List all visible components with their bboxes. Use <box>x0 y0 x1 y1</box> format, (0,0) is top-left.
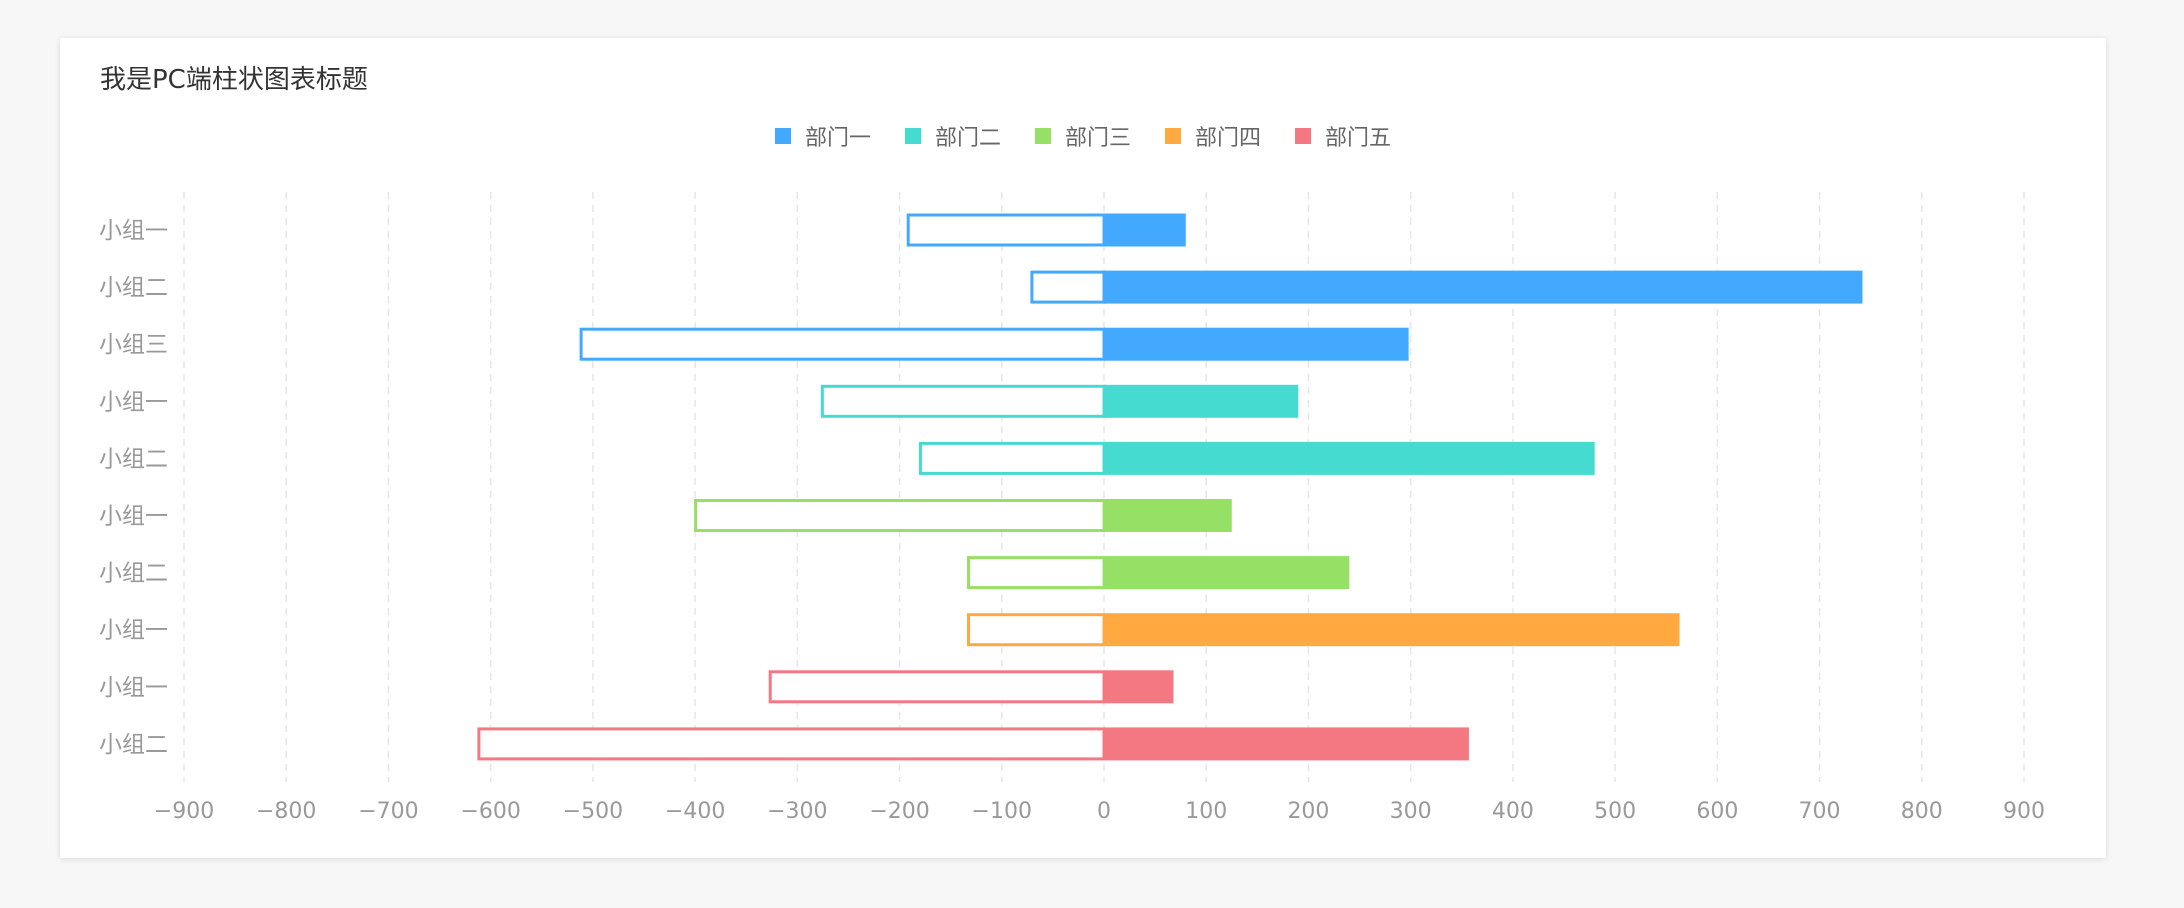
y-category-label: 小组三 <box>99 332 168 358</box>
legend-item-dept-2[interactable]: 部门二 <box>904 120 1001 152</box>
legend-swatch-dept-4 <box>1165 128 1181 144</box>
x-tick-label: −300 <box>767 799 827 824</box>
y-category-label: 小组一 <box>99 675 168 701</box>
x-tick-label: −900 <box>154 799 214 824</box>
y-category-label: 小组一 <box>99 389 168 415</box>
bar-chart-plot: −900 −800 −700 −600 −500 −400 −300 −200 −100 0 100… <box>99 192 2045 824</box>
legend-label-dept-5: 部门五 <box>1325 126 1392 151</box>
legend-label-dept-3: 部门三 <box>1064 126 1131 151</box>
y-category-label: 小组二 <box>99 561 168 587</box>
legend-label-dept-1: 部门一 <box>804 126 871 151</box>
bar-positive <box>1104 727 1469 761</box>
x-tick-label: −700 <box>358 799 418 824</box>
y-category-label: 小组一 <box>99 618 168 644</box>
legend-item-dept-4[interactable]: 部门四 <box>1165 120 1261 152</box>
legend-swatch-dept-5 <box>1295 128 1312 144</box>
x-tick-label: 300 <box>1390 799 1432 824</box>
y-category-label: 小组一 <box>99 504 168 530</box>
x-tick-label: −500 <box>563 799 623 824</box>
bar-negative <box>694 499 1106 532</box>
x-tick-label: 600 <box>1696 799 1738 824</box>
bar-positive <box>1104 384 1299 418</box>
x-tick-label: 0 <box>1097 799 1111 824</box>
legend-label-dept-2: 部门二 <box>934 126 1001 151</box>
legend-item-dept-5[interactable]: 部门五 <box>1295 120 1391 152</box>
x-tick-label: 900 <box>2003 799 2045 824</box>
x-tick-label: −200 <box>869 799 929 824</box>
chart-title: 我是PC端柱状图表标题 <box>100 65 368 95</box>
bar-positive <box>1104 270 1863 304</box>
x-tick-label: 100 <box>1185 799 1227 824</box>
legend-label-dept-4: 部门四 <box>1195 126 1262 151</box>
bar-positive <box>1104 556 1350 590</box>
bar-negative <box>906 213 1106 247</box>
x-tick-label: −100 <box>972 799 1032 824</box>
bar-positive <box>1104 613 1680 647</box>
bar-negative <box>820 384 1106 418</box>
x-tick-label: 800 <box>1901 799 1943 824</box>
bar-negative <box>967 613 1106 647</box>
y-category-label: 小组一 <box>99 218 168 244</box>
x-tick-label: 700 <box>1799 799 1841 824</box>
bar-positive <box>1104 441 1595 475</box>
bar-negative <box>967 556 1106 590</box>
bar-negative <box>579 327 1106 361</box>
y-category-label: 小组二 <box>99 446 168 472</box>
bar-positive <box>1104 499 1232 532</box>
chart-card: 我是PC端柱状图表标题 部门一 部门二 部门三 部门四 部门五 −900 −800… <box>60 38 2106 858</box>
bar-negative <box>477 727 1106 761</box>
y-category-label: 小组二 <box>99 732 168 758</box>
legend-item-dept-3[interactable]: 部门三 <box>1034 120 1131 152</box>
x-tick-label: −600 <box>460 799 520 824</box>
x-tick-label: −400 <box>665 799 725 824</box>
bar-negative <box>768 670 1106 704</box>
bar-positive <box>1104 670 1174 704</box>
legend-swatch-dept-2 <box>904 128 921 144</box>
x-tick-label: −800 <box>256 799 316 824</box>
x-tick-label: 200 <box>1287 799 1329 824</box>
bar-negative <box>918 441 1106 475</box>
x-tick-label: 500 <box>1594 799 1636 824</box>
bar-positive <box>1104 327 1409 361</box>
legend: 部门一 部门二 部门三 部门四 部门五 <box>60 120 2106 152</box>
bar-positive <box>1104 213 1186 247</box>
legend-item-dept-1[interactable]: 部门一 <box>774 120 871 152</box>
legend-swatch-dept-1 <box>774 128 791 144</box>
y-category-label: 小组二 <box>99 275 168 301</box>
x-tick-label: 400 <box>1492 799 1534 824</box>
bar-negative <box>1030 270 1106 304</box>
legend-swatch-dept-3 <box>1034 128 1051 144</box>
